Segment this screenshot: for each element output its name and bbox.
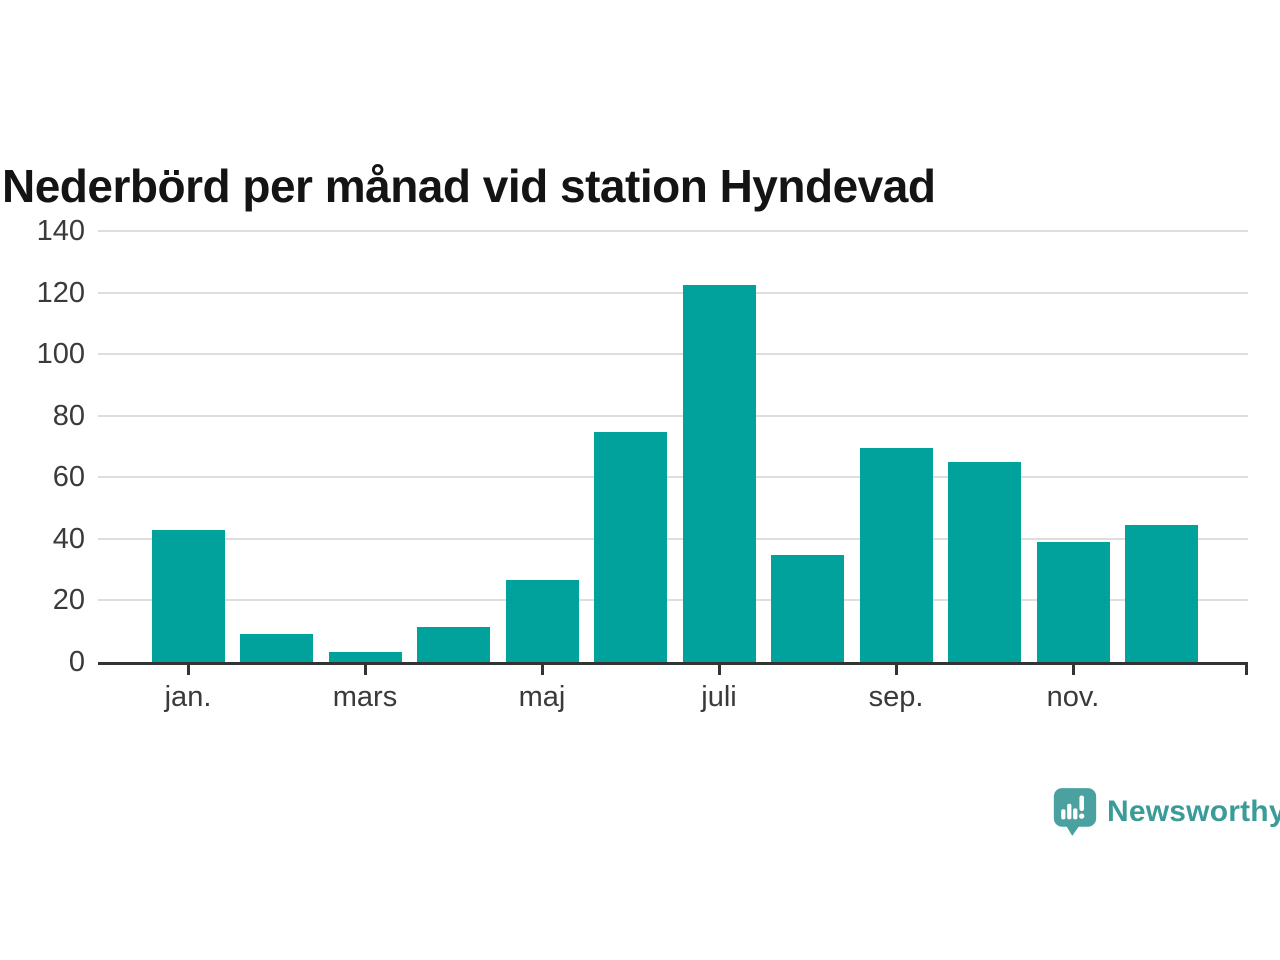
- x-tick-sep: [894, 665, 898, 675]
- gridline-40: [98, 537, 1248, 540]
- y-tick-label-60: 60: [52, 461, 85, 494]
- y-tick-label-100: 100: [36, 338, 85, 371]
- gridline-120: [98, 291, 1248, 294]
- y-tick-label-40: 40: [52, 522, 85, 555]
- bar-month-6: [594, 432, 667, 662]
- plot-area: jan. mars maj juli sep. nov.: [98, 230, 1248, 713]
- x-tick-label-juli: juli: [701, 681, 737, 713]
- x-axis-end-tick: [1245, 665, 1248, 675]
- x-tick-label-jan: jan.: [164, 681, 212, 713]
- x-tick-nov: [1071, 665, 1075, 675]
- bar-month-12: [1125, 524, 1198, 662]
- y-tick-label-80: 80: [52, 399, 85, 432]
- gridline-60: [98, 476, 1248, 479]
- x-tick-jan: [186, 665, 190, 675]
- x-tick-label-maj: maj: [518, 681, 566, 713]
- bar-month-5-maj: [505, 579, 579, 662]
- bar-month-1-jan: [151, 529, 225, 662]
- y-axis-labels: 0 20 40 60 80 100 120 140: [0, 215, 85, 678]
- newsworthy-speech-bubble-chart-icon: [1053, 788, 1097, 836]
- newsworthy-brand-text: Newsworthy: [1107, 795, 1280, 828]
- x-tick-label-mars: mars: [332, 681, 398, 713]
- x-tick-label-nov: nov.: [1046, 681, 1100, 713]
- y-tick-label-20: 20: [52, 584, 85, 617]
- bar-month-7-juli: [682, 285, 756, 662]
- newsworthy-logo: Newsworthy: [1052, 785, 1280, 839]
- gridline-20: [98, 599, 1248, 602]
- bar-month-9-sep: [859, 448, 933, 662]
- gridline-140: [98, 230, 1248, 232]
- bar-month-8: [771, 554, 844, 662]
- bar-month-2: [240, 634, 313, 662]
- gridline-100: [98, 353, 1248, 356]
- y-tick-label-0: 0: [68, 646, 85, 678]
- bar-month-4: [417, 626, 490, 662]
- chart-title: Nederbörd per månad vid station Hyndevad: [2, 159, 936, 212]
- bar-month-10: [948, 461, 1021, 662]
- x-tick-label-sep: sep.: [868, 681, 924, 713]
- y-tick-label-120: 120: [36, 276, 85, 309]
- bar-month-11-nov: [1036, 541, 1110, 662]
- x-tick-maj: [540, 665, 544, 675]
- bar-month-3-mars: [328, 651, 402, 662]
- y-tick-label-140: 140: [36, 215, 85, 247]
- x-tick-juli: [717, 665, 721, 675]
- gridline-80: [98, 414, 1248, 417]
- x-tick-mars: [363, 665, 367, 675]
